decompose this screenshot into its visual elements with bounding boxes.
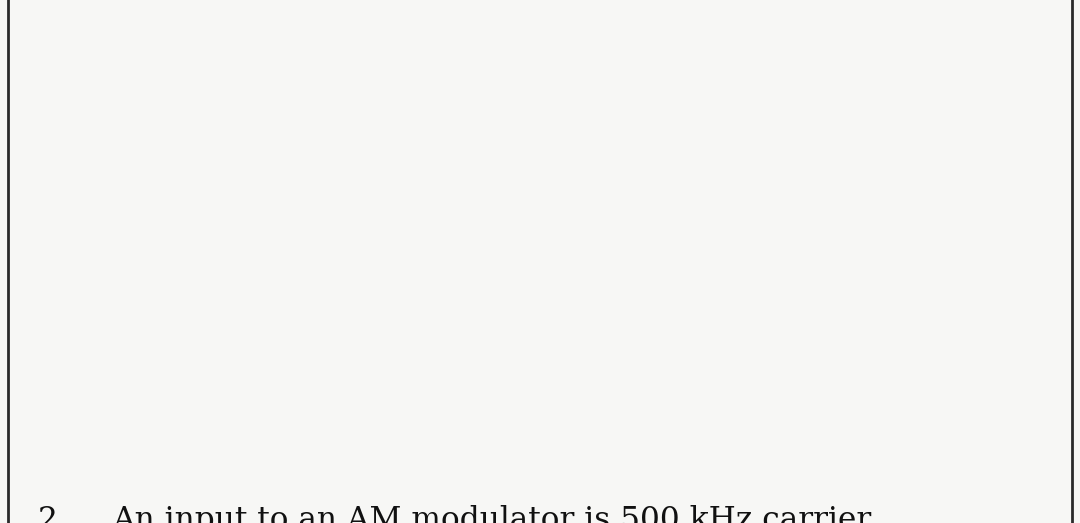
- Text: An input to an AM modulator is 500 kHz carrier: An input to an AM modulator is 500 kHz c…: [112, 505, 872, 523]
- Text: 2.: 2.: [38, 505, 68, 523]
